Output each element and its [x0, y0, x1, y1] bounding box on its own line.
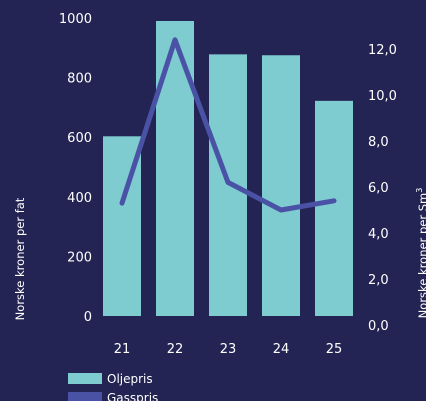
right-tick-label: 12,0 — [368, 43, 397, 58]
right-axis-title-text: Norske kroner per Sm — [416, 193, 426, 319]
left-tick-label: 600 — [67, 131, 92, 146]
x-tick-label: 21 — [114, 342, 131, 357]
x-tick-label: 22 — [167, 342, 184, 357]
bar-22 — [156, 20, 194, 316]
legend-swatch-gasspris — [68, 392, 102, 401]
right-tick-label: 8,0 — [368, 135, 389, 150]
x-axis-ticks: 21 22 23 24 25 — [114, 342, 343, 357]
left-tick-label: 400 — [67, 191, 92, 206]
right-axis-ticks: 0,0 2,0 4,0 6,0 8,0 10,0 12,0 — [368, 43, 397, 334]
bar-24 — [262, 55, 300, 316]
x-tick-label: 24 — [273, 342, 290, 357]
gasspris-line — [119, 37, 337, 213]
legend-swatch-oljepris — [68, 373, 102, 384]
legend: Oljepris Gasspris — [68, 372, 158, 401]
left-tick-label: 0 — [84, 310, 92, 325]
x-tick-label: 25 — [326, 342, 343, 357]
legend-label-gasspris: Gasspris — [107, 391, 158, 401]
right-tick-label: 4,0 — [368, 227, 389, 242]
left-tick-label: 200 — [67, 250, 92, 265]
right-tick-label: 10,0 — [368, 89, 397, 104]
line-series-gasspris — [119, 37, 337, 213]
right-axis-title-superscript: 3 — [415, 188, 424, 193]
x-tick-label: 23 — [220, 342, 237, 357]
right-tick-label: 6,0 — [368, 181, 389, 196]
bar-series-oljepris — [103, 20, 353, 317]
left-tick-label: 1000 — [59, 12, 92, 27]
right-tick-label: 0,0 — [368, 319, 389, 334]
left-axis-ticks: 0 200 400 600 800 1000 — [59, 12, 92, 325]
legend-label-oljepris: Oljepris — [107, 372, 153, 386]
bar-25 — [315, 100, 353, 317]
right-axis-title: Norske kroner per Sm3 — [415, 188, 426, 319]
left-axis-title: Norske kroner per fat — [13, 197, 27, 320]
left-tick-label: 800 — [67, 72, 92, 87]
right-tick-label: 2,0 — [368, 273, 389, 288]
